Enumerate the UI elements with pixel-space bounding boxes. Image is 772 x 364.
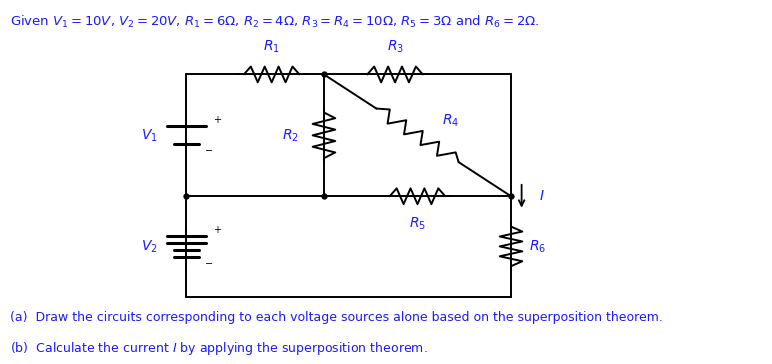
Text: $R_4$: $R_4$ <box>442 113 459 129</box>
Text: −: − <box>205 146 213 156</box>
Text: +: + <box>213 225 221 234</box>
Text: −: − <box>205 259 213 269</box>
Text: $R_1$: $R_1$ <box>263 38 280 55</box>
Text: $R_2$: $R_2$ <box>283 127 300 143</box>
Text: Given $V_1 = 10V$, $V_2 = 20V$, $R_1 = 6\Omega$, $R_2 = 4\Omega$, $R_3 = R_4 = 1: Given $V_1 = 10V$, $V_2 = 20V$, $R_1 = 6… <box>10 13 539 29</box>
Text: (b)  Calculate the current $I$ by applying the superposition theorem.: (b) Calculate the current $I$ by applyin… <box>10 340 428 357</box>
Text: $V_2$: $V_2$ <box>141 238 158 254</box>
Text: $V_1$: $V_1$ <box>141 127 158 143</box>
Text: +: + <box>213 115 221 124</box>
Text: $R_5$: $R_5$ <box>409 216 426 232</box>
Text: $R_3$: $R_3$ <box>387 38 404 55</box>
Text: $R_6$: $R_6$ <box>529 238 546 254</box>
Text: $I$: $I$ <box>540 189 545 203</box>
Text: (a)  Draw the circuits corresponding to each voltage sources alone based on the : (a) Draw the circuits corresponding to e… <box>10 311 662 324</box>
